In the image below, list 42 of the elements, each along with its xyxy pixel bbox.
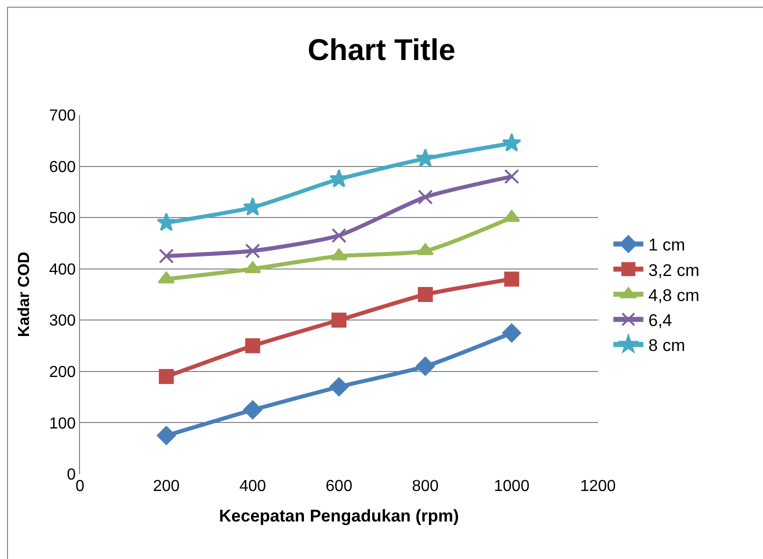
- y-tick-label: 600: [49, 158, 76, 176]
- point: [502, 133, 522, 152]
- legend-label: 8 cm: [648, 336, 686, 356]
- x-tick-label: 1200: [580, 478, 616, 495]
- x-tick-label: 400: [239, 478, 266, 495]
- legend-label: 3,2 cm: [648, 260, 700, 280]
- x-tick-label: 200: [152, 478, 180, 495]
- point: [502, 324, 522, 342]
- point: [416, 148, 435, 167]
- point: [243, 400, 262, 420]
- y-tick-label: 400: [49, 261, 76, 278]
- legend-label: 6,4: [648, 310, 672, 330]
- y-tick-label: 200: [49, 364, 76, 382]
- chart-title: Chart Title: [308, 34, 456, 68]
- point: [245, 243, 260, 258]
- y-axis-title: Kadar COD: [16, 252, 33, 338]
- point: [418, 190, 433, 205]
- point: [156, 212, 176, 232]
- point: [332, 228, 346, 244]
- point: [244, 261, 262, 274]
- point: [504, 272, 520, 287]
- point: [416, 356, 435, 376]
- point: [332, 312, 346, 328]
- legend-label: 4,8 cm: [648, 286, 700, 305]
- point: [245, 338, 260, 354]
- x-tick-label: 1000: [494, 478, 530, 495]
- point: [416, 243, 434, 256]
- legend-label: 1 cm: [648, 236, 686, 255]
- y-tick-label: 0: [66, 466, 76, 484]
- x-axis-title: Kecepatan Pengadukan (rpm): [219, 506, 459, 526]
- point: [158, 369, 174, 384]
- x-tick-label: 600: [326, 478, 352, 495]
- point: [504, 169, 520, 184]
- y-tick-label: 300: [49, 312, 76, 330]
- y-tick-label: 100: [49, 415, 76, 432]
- point: [156, 426, 176, 445]
- point: [418, 287, 433, 302]
- y-tick-label: 500: [49, 210, 76, 228]
- y-tick-label: 700: [49, 108, 76, 125]
- point: [158, 248, 174, 264]
- x-tick-label: 800: [412, 478, 439, 495]
- point: [330, 377, 348, 396]
